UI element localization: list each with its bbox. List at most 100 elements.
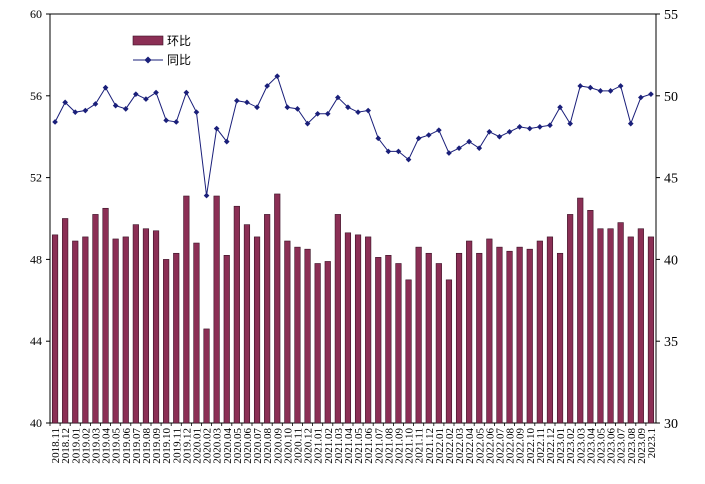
line-point	[345, 104, 351, 111]
bar	[425, 252, 432, 424]
x-tick-label: 2019.07	[131, 428, 143, 464]
x-tick-label: 2023.09	[636, 428, 648, 464]
line-point	[324, 110, 331, 117]
bar	[213, 195, 220, 424]
x-tick-label: 2021.09	[393, 428, 405, 464]
x-tick-label: 2021.11	[414, 428, 426, 463]
line-point	[617, 83, 624, 89]
bar	[314, 263, 321, 424]
line-point	[466, 138, 472, 145]
bar	[405, 279, 412, 424]
bar	[526, 248, 533, 424]
line-point	[385, 148, 392, 155]
x-tick-label: 2022.11	[535, 428, 547, 463]
x-tick-label: 2021.08	[383, 428, 395, 464]
line-point	[516, 124, 523, 130]
bar	[92, 214, 99, 424]
bar	[546, 236, 554, 424]
bar	[51, 234, 59, 424]
line-point	[395, 148, 402, 155]
bar	[385, 255, 392, 424]
line-point	[506, 128, 513, 135]
bar	[637, 228, 644, 424]
line-point	[335, 94, 341, 101]
line-point	[375, 135, 382, 142]
x-tick-label: 2019.01	[70, 428, 82, 464]
x-tick-label: 2022.10	[525, 428, 537, 464]
x-tick-label: 2020.10	[282, 428, 294, 464]
line-point	[234, 97, 240, 104]
x-tick-label: 2021.01	[313, 428, 325, 464]
x-tick-label: 2021.10	[404, 428, 416, 464]
x-tick-label: 2022.09	[515, 428, 527, 464]
x-tick-label: 2022.05	[474, 428, 486, 464]
x-tick-label: 2023.04	[585, 428, 597, 464]
line-point	[82, 107, 89, 114]
bar	[253, 236, 261, 424]
left-tick-label: 48	[30, 252, 42, 266]
line-point	[52, 119, 58, 125]
bar	[102, 207, 109, 424]
line-point	[537, 124, 543, 130]
right-tick-label: 30	[664, 417, 678, 432]
x-tick-label: 2023.01	[555, 428, 567, 464]
right-tick-label: 40	[664, 253, 678, 268]
line-point	[648, 91, 654, 97]
line-point	[425, 132, 432, 138]
x-tick-label: 2023.03	[575, 428, 587, 464]
right-tick-label: 50	[664, 90, 678, 105]
bar	[264, 214, 271, 424]
bar	[142, 228, 150, 424]
line-point	[567, 120, 573, 127]
bar	[506, 250, 513, 424]
line-point	[92, 101, 99, 107]
bar	[365, 236, 372, 424]
x-tick-label: 2019.04	[101, 428, 113, 464]
line-point	[607, 88, 614, 94]
bar	[193, 242, 200, 424]
x-tick-label: 2022.06	[484, 428, 496, 464]
x-tick-label: 2023.06	[606, 428, 618, 464]
bar	[223, 255, 230, 424]
line-point	[203, 192, 210, 199]
bar	[304, 248, 311, 424]
bar	[445, 279, 453, 424]
line-point	[254, 104, 260, 111]
bar	[556, 252, 564, 424]
bar	[395, 263, 402, 424]
right-tick-label: 55	[664, 8, 678, 23]
left-tick-label: 40	[30, 416, 42, 430]
x-tick-label: 2022.08	[505, 428, 517, 464]
x-tick-label: 2020.09	[272, 428, 284, 464]
bar	[375, 257, 382, 424]
x-tick-label: 2019.06	[121, 428, 133, 464]
x-tick-label: 2020.06	[242, 428, 254, 464]
bar	[62, 218, 69, 424]
x-tick-label: 2020.08	[262, 428, 274, 464]
x-tick-label: 2021.06	[363, 428, 375, 464]
bar	[627, 236, 634, 424]
x-tick-label: 2019.10	[161, 428, 173, 464]
line-point	[627, 120, 634, 127]
x-tick-label: 2021.07	[373, 428, 385, 464]
line-point	[133, 91, 139, 97]
line-point	[638, 94, 644, 101]
bar	[72, 240, 79, 424]
x-tick-label: 2023.05	[595, 428, 607, 464]
line-point	[314, 110, 321, 117]
bar	[496, 246, 503, 424]
line-point	[163, 117, 169, 124]
line-point	[415, 135, 422, 142]
bar	[647, 236, 655, 424]
x-tick-label: 2020.12	[303, 428, 315, 464]
bar	[435, 263, 442, 424]
line-point	[476, 145, 483, 151]
x-tick-label: 2020.07	[252, 428, 264, 464]
bar-series	[51, 193, 655, 424]
line-point	[446, 150, 452, 156]
x-tick-label: 2021.04	[343, 428, 355, 464]
legend-bar-swatch	[132, 35, 164, 46]
bar	[112, 238, 119, 424]
line-point	[597, 88, 604, 94]
x-tick-label: 2019.05	[111, 428, 123, 464]
